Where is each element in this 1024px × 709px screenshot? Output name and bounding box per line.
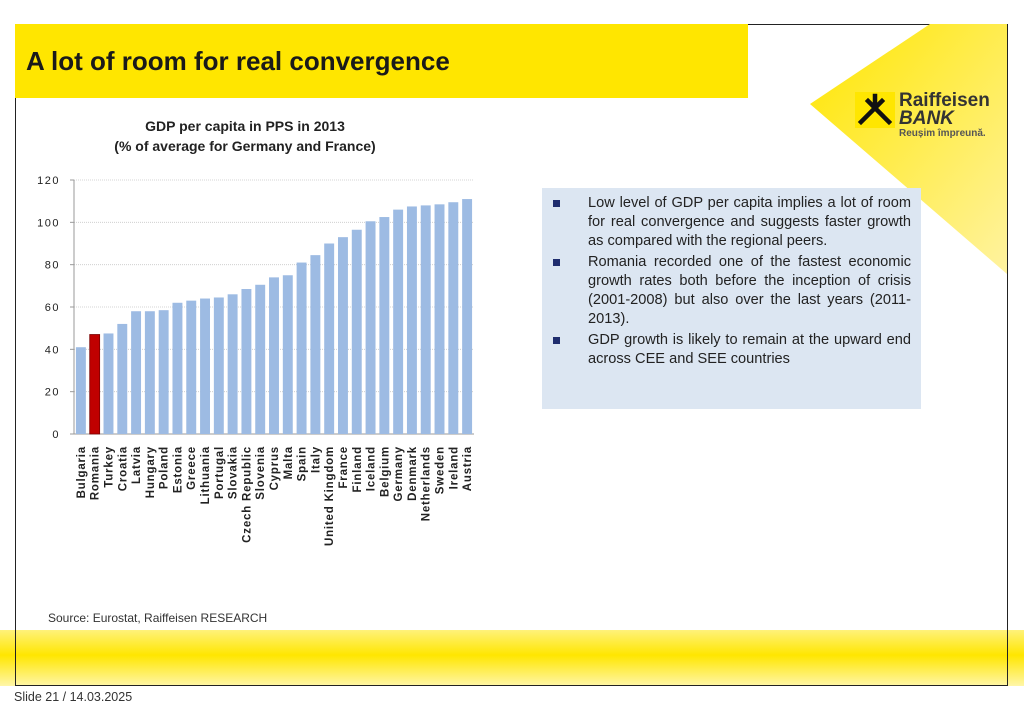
chart-title-line2: (% of average for Germany and France)	[114, 138, 376, 154]
bar	[158, 310, 169, 434]
x-category-label: Ireland	[448, 446, 460, 489]
x-category-label: Bulgaria	[76, 446, 88, 498]
footer-stripe	[0, 630, 1024, 686]
bar	[172, 302, 183, 434]
square-bullet-icon	[553, 259, 560, 266]
note-text: GDP growth is likely to remain at the up…	[588, 332, 911, 367]
bar	[75, 347, 86, 434]
square-bullet-icon	[553, 337, 560, 344]
notes-box: Low level of GDP per capita implies a lo…	[542, 188, 921, 409]
note-item: GDP growth is likely to remain at the up…	[542, 331, 921, 369]
y-tick-label: 60	[45, 302, 60, 314]
yellow-wedge-decoration	[810, 24, 1007, 274]
x-category-label: Greece	[186, 446, 198, 490]
chart-title: GDP per capita in PPS in 2013 (% of aver…	[70, 116, 420, 156]
y-tick-label: 80	[45, 260, 60, 272]
x-category-label: Turkey	[103, 446, 115, 488]
note-item: Romania recorded one of the fastest econ…	[542, 253, 921, 329]
bar	[89, 334, 101, 435]
x-category-label: Romania	[90, 446, 102, 500]
source-note: Source: Eurostat, Raiffeisen RESEARCH	[48, 611, 268, 625]
note-text: Low level of GDP per capita implies a lo…	[588, 195, 911, 249]
bar	[420, 205, 431, 434]
x-category-label: Croatia	[117, 446, 129, 491]
bar	[227, 294, 238, 434]
bar	[324, 243, 335, 434]
logo-name-line1: Raiffeisen	[899, 90, 990, 111]
title-bar	[15, 24, 748, 98]
x-category-label: Finland	[352, 446, 364, 493]
x-category-label: Latvia	[131, 446, 143, 484]
bar	[393, 209, 404, 434]
bar	[144, 311, 155, 434]
bar	[103, 333, 114, 434]
bar	[186, 300, 197, 434]
bar	[406, 206, 417, 434]
x-category-label: Iceland	[366, 446, 378, 491]
x-category-label: United Kingdom	[324, 446, 336, 546]
x-category-label: Lithuania	[200, 446, 212, 504]
bar	[351, 229, 362, 434]
gable-cross-icon	[855, 92, 895, 128]
slide-number: Slide 21 / 14.03.2025	[14, 690, 133, 704]
x-category-label: Denmark	[407, 446, 419, 501]
y-tick-label: 0	[52, 429, 60, 441]
x-category-label: Portugal	[214, 446, 226, 499]
notes-list: Low level of GDP per capita implies a lo…	[542, 194, 921, 371]
logo-tagline: Reușim împreună.	[899, 128, 986, 139]
bar	[379, 217, 390, 434]
bar	[462, 199, 473, 434]
x-category-label: Slovakia	[228, 446, 240, 499]
bar	[255, 284, 266, 434]
x-category-label: Austria	[462, 446, 474, 491]
raiffeisen-logo: Raiffeisen BANK Reușim împreună.	[855, 88, 1005, 148]
y-tick-label: 100	[37, 217, 60, 229]
x-category-label: Estonia	[172, 446, 184, 493]
gdp-bar-chart: 0 20 40 60 80 100 120 Bulgaria Romania Turkey Croa…	[37, 175, 474, 546]
x-category-label: Italy	[310, 446, 322, 473]
x-category-label: Poland	[159, 446, 171, 489]
note-text: Romania recorded one of the fastest econ…	[588, 254, 911, 327]
y-tick-label: 20	[45, 387, 60, 399]
bar	[338, 237, 348, 434]
slide-title: A lot of room for real convergence	[26, 46, 450, 76]
bar	[448, 202, 459, 434]
bar	[241, 289, 252, 434]
bar	[200, 298, 210, 434]
x-category-label: France	[338, 446, 350, 489]
bar	[131, 311, 142, 434]
x-category-label: Malta	[283, 446, 295, 479]
bar	[310, 255, 321, 434]
square-bullet-icon	[553, 200, 560, 207]
x-category-label: Cyprus	[269, 446, 281, 490]
bar	[269, 277, 279, 434]
bar	[434, 204, 445, 434]
logo-name-line2: BANK	[899, 108, 954, 129]
bar	[296, 262, 307, 434]
bar	[282, 275, 293, 434]
bar	[117, 323, 128, 434]
x-category-label: Czech Republic	[241, 446, 253, 543]
y-tick-label: 120	[37, 175, 60, 187]
x-category-label: Slovenia	[255, 446, 267, 500]
bar	[365, 221, 376, 434]
x-category-label: Hungary	[145, 446, 157, 498]
chart-title-line1: GDP per capita in PPS in 2013	[145, 118, 345, 134]
bar	[213, 297, 224, 434]
x-category-label: Netherlands	[421, 446, 433, 521]
x-category-label: Germany	[393, 446, 405, 501]
x-category-label: Spain	[297, 446, 309, 481]
note-item: Low level of GDP per capita implies a lo…	[542, 194, 921, 251]
y-tick-label: 40	[45, 344, 60, 356]
x-category-label: Sweden	[435, 446, 447, 494]
x-category-label: Belgium	[379, 446, 391, 497]
